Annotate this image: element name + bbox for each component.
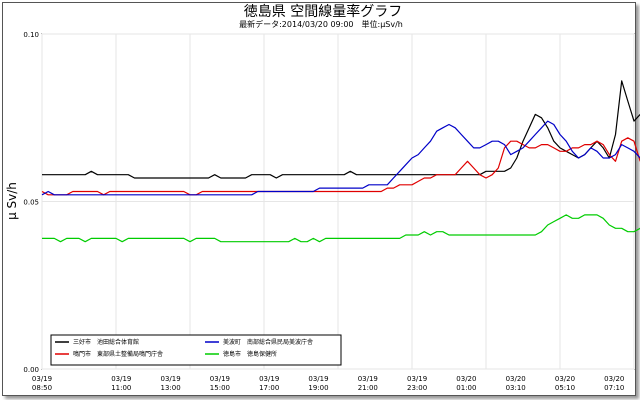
series-line-4 (42, 214, 640, 243)
legend-series-location: 池田総合体育館 (97, 338, 139, 346)
x-tick-date: 03/19 (407, 375, 427, 383)
series-layer (41, 80, 640, 243)
x-tick-time: 07:10 (604, 384, 624, 392)
x-tick-date: 03/19 (161, 375, 181, 383)
series-line-1 (42, 80, 640, 179)
legend-entry-2: 鳴門市 東部県土整備局鳴門庁舎 (55, 350, 163, 358)
legend-series-location: 南部総合県民局美波庁舎 (247, 338, 313, 346)
x-tick-time: 01:00 (456, 384, 476, 392)
x-tick-date: 03/19 (259, 375, 279, 383)
x-tick-date: 03/19 (111, 375, 131, 383)
legend-series-location: 東部県土整備局鳴門庁舎 (97, 350, 163, 358)
x-tick-date: 03/19 (308, 375, 328, 383)
legend-entry-3: 美波町 南部総合県民局美波庁舎 (205, 338, 313, 346)
x-tick-time: 13:00 (161, 384, 181, 392)
series-line-3 (41, 120, 640, 196)
legend-series-name: 三好市 (73, 338, 91, 346)
x-tick-date: 03/20 (506, 375, 526, 383)
y-axis-label: μ Sv/h (5, 182, 19, 220)
x-tick-time: 19:00 (308, 384, 328, 392)
x-tick-time: 23:00 (407, 384, 427, 392)
y-tick-label: 0.10 (23, 31, 39, 39)
axes: 03/1908:5003/1911:0003/1913:0003/1915:00… (23, 31, 624, 392)
series-line-2 (41, 137, 640, 196)
x-tick-time: 11:00 (111, 384, 131, 392)
y-tick-label: 0.05 (23, 199, 39, 207)
legend-box (50, 334, 342, 366)
legend-entry-4: 徳島市 徳島保健所 (205, 350, 277, 358)
x-tick-time: 17:00 (259, 384, 279, 392)
legend-series-name: 鳴門市 (73, 350, 91, 358)
legend-series-location: 徳島保健所 (247, 350, 277, 358)
legend-entry-1: 三好市 池田総合体育館 (55, 338, 139, 346)
y-tick-label: 0.00 (23, 366, 39, 374)
legend-series-name: 徳島市 (223, 350, 241, 358)
chart-title: 徳島県 空間線量率グラフ (244, 3, 402, 20)
grid (41, 33, 635, 370)
legend-series-name: 美波町 (223, 338, 241, 346)
x-tick-date: 03/20 (555, 375, 575, 383)
x-tick-time: 15:00 (210, 384, 230, 392)
x-tick-time: 05:10 (555, 384, 575, 392)
x-tick-date: 03/19 (32, 375, 52, 383)
x-tick-date: 03/20 (604, 375, 624, 383)
chart-subtitle: 最新データ:2014/03/20 09:00 単位:μSv/h (239, 19, 403, 29)
x-tick-time: 03:10 (506, 384, 526, 392)
x-tick-date: 03/19 (358, 375, 378, 383)
x-tick-time: 21:00 (358, 384, 378, 392)
x-tick-time: 08:50 (32, 384, 52, 392)
x-tick-date: 03/20 (456, 375, 476, 383)
x-tick-date: 03/19 (210, 375, 230, 383)
